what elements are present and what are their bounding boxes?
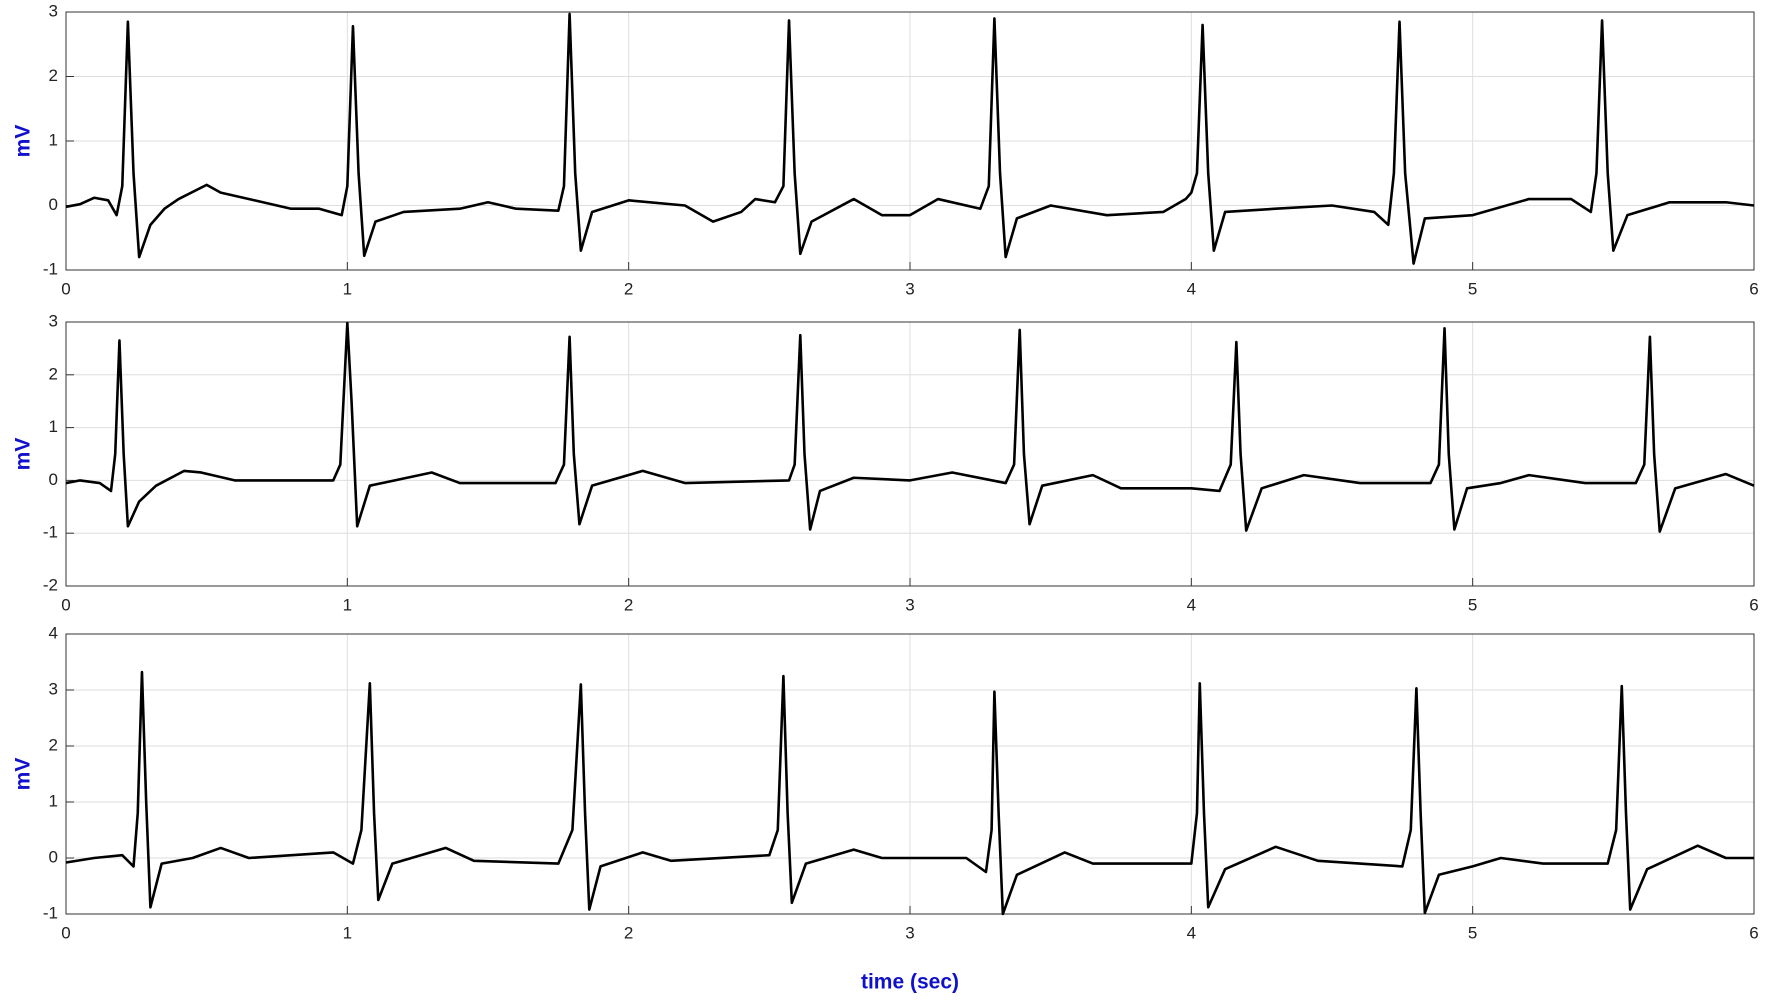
- y-axis-label: mV: [12, 758, 35, 791]
- y-tick-label: -2: [43, 575, 58, 594]
- x-tick-label: 6: [1749, 923, 1758, 942]
- axes-box: [65, 11, 1755, 271]
- axes-box: [65, 321, 1755, 587]
- y-tick-label: 0: [49, 195, 58, 214]
- y-axis-label: mV: [12, 125, 35, 158]
- x-tick-label: 1: [343, 923, 352, 942]
- x-tick-label: 2: [624, 279, 633, 298]
- y-tick-label: 2: [49, 66, 58, 85]
- y-tick-label: 3: [49, 311, 58, 330]
- x-tick-label: 3: [905, 279, 914, 298]
- axes-box: [65, 633, 1755, 915]
- y-axis-label: mV: [12, 438, 35, 471]
- x-tick-label: 0: [61, 279, 70, 298]
- y-tick-label: 2: [49, 364, 58, 383]
- x-tick-label: 5: [1468, 279, 1477, 298]
- x-tick-label: 5: [1468, 595, 1477, 614]
- y-tick-label: 0: [49, 847, 58, 866]
- y-tick-label: 1: [49, 130, 58, 149]
- ecg-trace: [65, 321, 1755, 533]
- y-tick-label: -1: [43, 259, 58, 278]
- x-tick-label: 2: [624, 923, 633, 942]
- x-tick-label: 3: [905, 923, 914, 942]
- y-tick-label: 4: [49, 623, 58, 642]
- ecg-trace: [65, 670, 1754, 916]
- y-tick-label: 1: [49, 417, 58, 436]
- ecg-trace: [65, 12, 1755, 265]
- x-axis-label: time (sec): [861, 971, 959, 994]
- x-tick-label: 1: [343, 279, 352, 298]
- x-tick-label: 2: [624, 595, 633, 614]
- x-tick-label: 6: [1749, 279, 1758, 298]
- x-tick-label: 0: [61, 923, 70, 942]
- y-tick-label: 3: [49, 1, 58, 20]
- x-tick-label: 5: [1468, 923, 1477, 942]
- x-tick-label: 4: [1187, 595, 1196, 614]
- y-tick-label: -1: [43, 903, 58, 922]
- y-tick-label: -1: [43, 523, 58, 542]
- x-tick-label: 6: [1749, 595, 1758, 614]
- y-tick-label: 0: [49, 470, 58, 489]
- x-tick-label: 0: [61, 595, 70, 614]
- x-tick-label: 4: [1187, 279, 1196, 298]
- y-tick-label: 3: [49, 679, 58, 698]
- x-tick-label: 3: [905, 595, 914, 614]
- y-tick-label: 2: [49, 735, 58, 754]
- x-tick-label: 1: [343, 595, 352, 614]
- x-tick-label: 4: [1187, 923, 1196, 942]
- y-tick-label: 1: [49, 791, 58, 810]
